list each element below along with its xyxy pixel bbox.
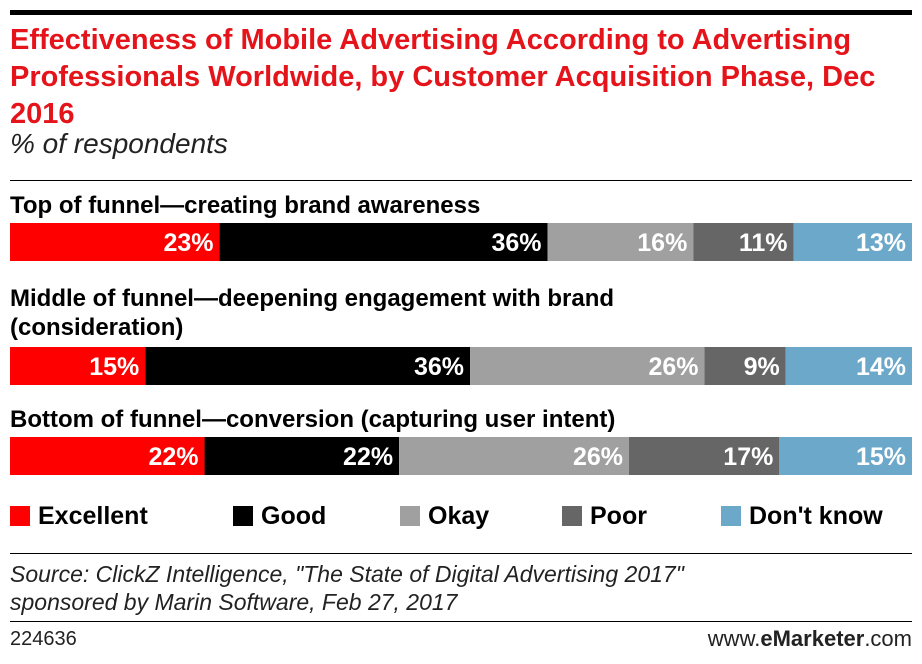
legend-label-excellent: Excellent: [38, 501, 148, 530]
data-label-top-good: 36%: [492, 229, 542, 257]
legend-label-dont-know: Don't know: [749, 501, 883, 530]
source-note: Source: ClickZ Intelligence, "The State …: [10, 560, 684, 616]
legend-swatch-excellent: [10, 506, 30, 526]
legend-swatch-poor: [562, 506, 582, 526]
data-label-middle-poor: 9%: [744, 353, 780, 381]
bar-bottom-good: [204, 437, 400, 475]
category-label-middle: Middle of funnel—deepening engagement wi…: [10, 285, 615, 341]
footer-divider: [10, 621, 912, 622]
category-label-top: Top of funnel—creating brand awareness: [10, 192, 481, 219]
data-label-top-okay: 16%: [637, 229, 687, 257]
source-line-2: sponsored by Marin Software, Feb 27, 201…: [10, 589, 458, 615]
bar-bottom-okay: [399, 437, 630, 475]
brand-prefix: www.: [707, 626, 761, 651]
brand-url[interactable]: www.eMarketer.com: [708, 626, 912, 652]
data-label-bottom-excellent: 22%: [149, 443, 199, 471]
data-label-bottom-poor: 17%: [723, 443, 773, 471]
brand-name: eMarketer: [760, 626, 865, 651]
legend-item-excellent: Excellent: [10, 500, 148, 532]
legend-item-good: Good: [233, 500, 326, 532]
chart-title: Effectiveness of Mobile Advertising Acco…: [10, 24, 876, 130]
bar-top-poor: [693, 223, 794, 261]
legend-swatch-okay: [400, 506, 420, 526]
chart-id: 224636: [10, 628, 77, 650]
data-label-bottom-good: 22%: [343, 443, 393, 471]
data-label-middle-good: 36%: [414, 353, 464, 381]
top-rule: [10, 10, 912, 15]
bar-bottom-excellent: [10, 437, 205, 475]
bar-bottom-poor: [629, 437, 780, 475]
data-label-top-excellent: 23%: [164, 229, 214, 257]
legend-swatch-dont-know: [721, 506, 741, 526]
data-label-top-dont-know: 13%: [856, 229, 906, 257]
data-label-middle-okay: 26%: [648, 353, 698, 381]
source-line-1: Source: ClickZ Intelligence, "The State …: [10, 561, 684, 587]
legend-label-good: Good: [261, 501, 327, 530]
legend-item-poor: Poor: [562, 500, 647, 532]
data-label-middle-dont-know: 14%: [856, 353, 906, 381]
legend: Excellent Good Okay Poor Don't know: [10, 500, 920, 532]
bar-middle-excellent: [10, 347, 146, 385]
bar-middle-poor: [704, 347, 786, 385]
data-label-bottom-dont-know: 15%: [856, 443, 906, 471]
bar-bottom-dont-know: [779, 437, 912, 475]
bar-top-excellent: [10, 223, 220, 261]
legend-item-dont-know: Don't know: [721, 500, 883, 532]
legend-item-okay: Okay: [400, 500, 489, 532]
bar-middle-okay: [470, 347, 705, 385]
legend-label-okay: Okay: [428, 501, 490, 530]
bar-top-okay: [547, 223, 694, 261]
source-divider: [10, 553, 912, 554]
bar-middle-good: [145, 347, 471, 385]
chart-subtitle: % of respondents: [10, 128, 228, 159]
legend-swatch-good: [233, 506, 253, 526]
legend-label-poor: Poor: [590, 501, 647, 530]
data-label-middle-excellent: 15%: [89, 353, 139, 381]
data-label-top-poor: 11%: [739, 229, 788, 257]
bar-top-good: [219, 223, 548, 261]
category-label-bottom: Bottom of funnel—conversion (capturing u…: [10, 406, 616, 433]
data-label-bottom-okay: 26%: [573, 443, 623, 471]
header-divider: [10, 180, 912, 181]
bar-middle-dont-know: [785, 347, 912, 385]
bar-top-dont-know: [793, 223, 912, 261]
brand-suffix: .com: [864, 626, 912, 651]
